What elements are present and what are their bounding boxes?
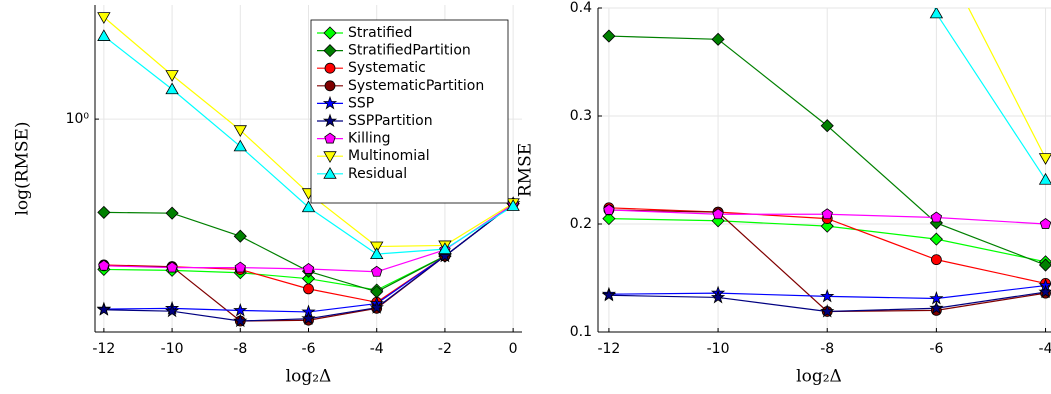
legend-marker [324, 80, 336, 92]
point [303, 283, 314, 295]
point [302, 262, 315, 274]
legend-label: Systematic [348, 60, 426, 76]
point [438, 242, 452, 255]
y-tick-label: 0.2 [570, 216, 592, 232]
series-line [967, 8, 1047, 159]
legend-marker [323, 26, 337, 40]
x-tick-label: -10 [707, 341, 730, 357]
point [711, 32, 725, 46]
point [712, 208, 724, 220]
point [710, 289, 726, 304]
y-axis-label: RMSE [516, 143, 536, 197]
y-tick-label: 0.1 [570, 324, 592, 340]
x-tick-label: -12 [92, 341, 115, 357]
point [97, 205, 111, 219]
legend-label: Stratified [348, 25, 412, 41]
point [165, 206, 179, 220]
x-axis-label: log₂Δ [286, 367, 332, 387]
plot-area [601, 8, 1051, 318]
point [233, 303, 248, 317]
legend-label: StratifiedPartition [348, 43, 471, 59]
point [602, 29, 616, 43]
point [233, 313, 248, 328]
point [165, 82, 179, 95]
legend-marker [322, 95, 338, 110]
point [233, 139, 247, 152]
legend-marker [323, 44, 337, 58]
point [371, 265, 383, 277]
point [821, 208, 833, 220]
y-tick-label: 0.3 [570, 108, 592, 124]
point [96, 302, 111, 316]
legend-marker [324, 62, 336, 74]
x-tick-label: -6 [929, 341, 943, 357]
legend-box [310, 19, 509, 204]
point [929, 8, 944, 19]
point [601, 287, 617, 302]
x-tick-label: -2 [438, 341, 452, 357]
legend-marker [322, 113, 338, 128]
legend-marker [324, 132, 336, 144]
point [1038, 172, 1051, 185]
x-tick-label: -6 [302, 341, 316, 357]
point [930, 254, 942, 265]
point [370, 247, 384, 259]
point [820, 119, 834, 133]
point [234, 261, 246, 273]
point [1038, 153, 1051, 165]
legend-label: Killing [348, 131, 391, 147]
legend-marker [323, 151, 337, 164]
point [98, 259, 110, 271]
point [164, 303, 180, 318]
point [97, 29, 111, 41]
point [1039, 218, 1051, 229]
plot-area [96, 12, 521, 328]
point [929, 232, 943, 246]
series-line [934, 8, 1047, 181]
point [233, 229, 247, 243]
legend-label: SSP [348, 95, 374, 111]
point [820, 219, 834, 233]
point [369, 300, 384, 314]
point [165, 70, 179, 82]
point [301, 311, 316, 325]
point [820, 304, 835, 318]
point [820, 288, 835, 303]
point [602, 212, 616, 226]
point [603, 203, 615, 215]
point [929, 300, 944, 315]
point [370, 241, 384, 254]
legend-marker [323, 166, 337, 179]
point [506, 199, 520, 211]
legend-label: Multinomial [348, 148, 430, 164]
point [930, 211, 943, 223]
point [1038, 258, 1051, 272]
x-axis-label: log₂Δ [796, 367, 842, 387]
x-tick-label: 0 [509, 341, 518, 357]
y-tick-label: 0.4 [570, 0, 592, 16]
y-tick-label: 10⁰ [66, 111, 90, 127]
point [233, 125, 247, 137]
x-tick-label: -10 [161, 341, 184, 357]
point [166, 261, 178, 273]
x-tick-label: -12 [597, 341, 620, 357]
x-tick-label: -8 [233, 341, 247, 357]
point [301, 200, 316, 213]
y-axis-label: log(RMSE) [13, 121, 33, 215]
point [437, 248, 453, 263]
x-tick-label: -4 [1039, 341, 1051, 357]
point [97, 12, 111, 24]
x-tick-label: -8 [820, 341, 834, 357]
point [1038, 284, 1051, 299]
legend-label: SSPPartition [348, 113, 433, 129]
legend-label: SystematicPartition [348, 78, 484, 94]
x-tick-label: -4 [370, 341, 384, 357]
legend-label: Residual [348, 166, 407, 182]
